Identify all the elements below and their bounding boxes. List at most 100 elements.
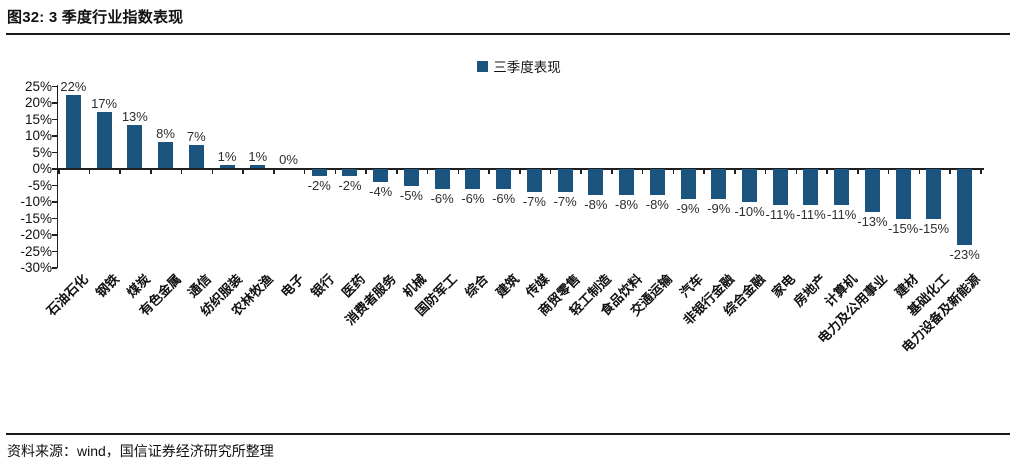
y-axis-tick [52, 168, 57, 170]
bar [957, 169, 973, 245]
bar-value-label: -6% [461, 190, 485, 206]
bar [649, 169, 665, 196]
x-axis-tick [334, 169, 337, 174]
x-axis-tick [242, 169, 244, 174]
bar [250, 164, 266, 168]
bar-value-label: 22% [60, 79, 87, 95]
x-axis-tick [857, 169, 859, 174]
bar [158, 141, 174, 168]
bar-value-label: -6% [492, 190, 516, 206]
bar-value-label: -8% [615, 197, 639, 213]
x-axis-tick [426, 169, 429, 174]
x-axis-line [58, 168, 984, 170]
bar-value-label: -23% [949, 246, 980, 262]
x-axis-tick [672, 169, 675, 174]
y-axis-tick-label: -30% [20, 260, 52, 275]
x-axis-tick [273, 169, 275, 174]
x-axis-tick [641, 169, 644, 174]
y-axis-tick-label: 20% [24, 95, 52, 110]
bar [772, 169, 788, 206]
x-axis-tick [580, 169, 582, 174]
bar [96, 111, 112, 168]
x-axis-tick [519, 169, 521, 174]
y-axis-tick-label: 15% [24, 111, 52, 127]
bar [895, 169, 911, 219]
bar [65, 95, 81, 168]
y-axis-tick [52, 217, 57, 220]
bar [803, 169, 819, 206]
x-axis-tick [211, 169, 214, 174]
source-note: 资料来源：wind，国信证券经济研究所整理 [7, 443, 274, 459]
x-axis-tick [703, 169, 705, 174]
legend-label: 三季度表现 [493, 60, 561, 75]
x-axis-tick [303, 169, 306, 174]
bar-value-label: -8% [645, 197, 669, 213]
x-axis-tick [918, 169, 921, 174]
bar [403, 169, 419, 186]
x-axis-tick [180, 169, 183, 174]
x-axis-tick [764, 169, 767, 174]
bar-value-label: -15% [887, 220, 919, 236]
y-axis-tick [52, 135, 57, 137]
y-axis-tick [52, 267, 57, 269]
x-axis-tick [58, 169, 60, 174]
footer-divider [6, 433, 1010, 435]
bar-value-label: -9% [707, 200, 731, 216]
x-axis-tick [734, 169, 736, 174]
y-axis-tick-label: 25% [24, 78, 52, 94]
y-axis-tick [52, 250, 57, 253]
bar [434, 169, 450, 189]
bar [219, 164, 235, 168]
y-axis-tick-label: 0% [32, 161, 52, 176]
y-axis-tick [52, 151, 57, 154]
x-axis-tick [488, 169, 490, 174]
x-axis-tick [88, 169, 91, 174]
bar-value-label: -7% [522, 194, 546, 210]
bar-value-label: -6% [430, 190, 454, 206]
bar [680, 169, 696, 199]
title-divider [6, 33, 1010, 35]
bar [711, 169, 727, 199]
bar-value-label: -15% [918, 220, 950, 236]
bar-value-label: -2% [338, 177, 362, 193]
x-axis-tick [119, 169, 121, 174]
x-axis-tick [457, 169, 460, 174]
bar [588, 169, 604, 196]
bar-value-label: 8% [156, 125, 175, 141]
bar-value-label: -8% [584, 197, 608, 213]
bar-value-label: -11% [765, 207, 795, 223]
bar-value-label: -4% [369, 184, 393, 200]
bar [557, 169, 573, 193]
y-axis-tick [52, 184, 57, 187]
x-axis-tick [795, 169, 798, 174]
bar-value-label: 17% [91, 95, 118, 111]
bar [496, 169, 512, 189]
y-axis-tick-label: -10% [20, 194, 52, 209]
bar-value-label: -13% [857, 213, 888, 229]
bar [127, 125, 143, 168]
x-axis-tick [887, 169, 890, 174]
legend-swatch-icon [477, 60, 489, 72]
bar [926, 169, 942, 219]
x-axis-tick [611, 169, 613, 174]
y-axis-tick-label: 10% [24, 128, 52, 143]
x-axis-tick [365, 169, 367, 174]
bar-value-label: 0% [279, 152, 298, 167]
bar [188, 144, 204, 168]
bar [465, 169, 481, 189]
bar-value-label: 1% [217, 148, 237, 164]
bar-value-label: -2% [307, 177, 331, 193]
bar [373, 169, 389, 183]
x-axis-tick [949, 169, 951, 174]
bar [742, 169, 757, 202]
x-axis-tick [549, 169, 552, 174]
bar [864, 169, 880, 212]
bar-value-label: 7% [186, 128, 206, 144]
x-axis-tick [150, 169, 152, 174]
y-axis-tick [52, 234, 57, 236]
bar [834, 169, 850, 206]
bar [342, 169, 358, 176]
y-axis-tick [52, 118, 57, 121]
